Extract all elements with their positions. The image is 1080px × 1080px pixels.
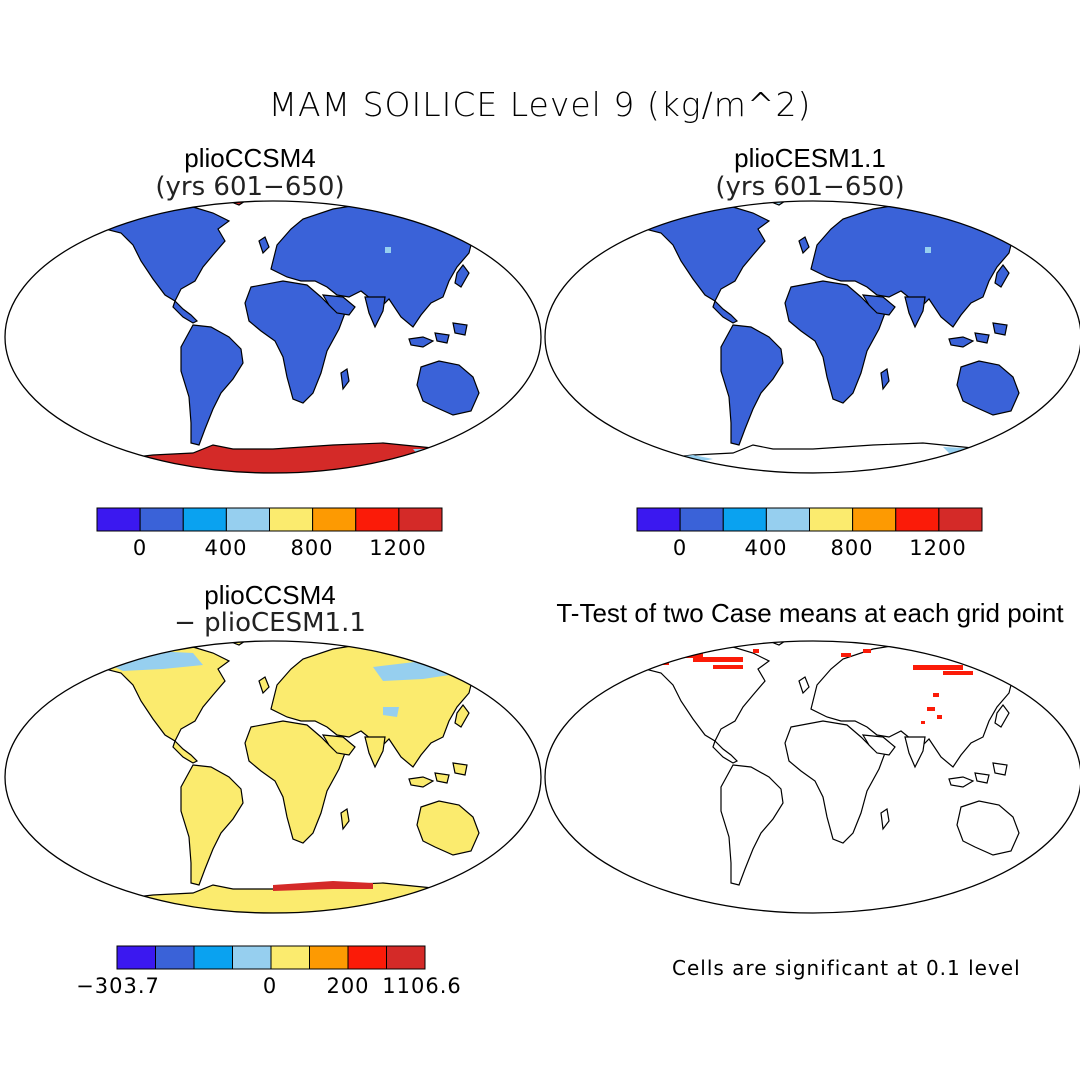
- colorbar-swatch: [852, 507, 897, 532]
- colorbar-label: 1200: [909, 536, 966, 560]
- colorbar-label: 1200: [369, 536, 426, 560]
- colorbar-swatch: [312, 507, 357, 532]
- colorbar-swatch: [182, 507, 227, 532]
- colorbar-panel1: 0 400 800 1200: [96, 507, 443, 560]
- colorbar-label: 200: [326, 974, 369, 998]
- colorbar-label: 0: [673, 536, 687, 560]
- colorbar-label: 0: [263, 974, 277, 998]
- colorbar-label: 400: [744, 536, 787, 560]
- panel2-subtitle: (yrs 601−650): [715, 172, 905, 202]
- colorbar-label: 400: [204, 536, 247, 560]
- colorbar-label: 0: [133, 536, 147, 560]
- panel1-title: plioCCSM4: [184, 143, 316, 173]
- panel3-title: plioCCSM4: [204, 580, 336, 610]
- colorbar-swatch: [270, 945, 310, 970]
- significance-note: Cells are significant at 0.1 level: [672, 956, 1021, 980]
- colorbar-panel2: 0 400 800 1200: [636, 507, 983, 560]
- panel3-subtitle: − plioCESM1.1: [174, 608, 366, 638]
- colorbar-swatch: [636, 507, 681, 532]
- panel1-subtitle: (yrs 601−650): [155, 172, 345, 202]
- colorbar-label: 800: [830, 536, 873, 560]
- colorbar-swatch: [895, 507, 940, 532]
- colorbar-swatch: [269, 507, 314, 532]
- colorbar-swatch: [722, 507, 767, 532]
- colorbar-swatch: [347, 945, 387, 970]
- colorbar-swatch: [139, 507, 184, 532]
- map-panel3: [4, 640, 542, 914]
- colorbar-swatch: [938, 507, 983, 532]
- colorbar-swatch: [116, 945, 156, 970]
- colorbar-swatch: [765, 507, 810, 532]
- panel4-title: T-Test of two Case means at each grid po…: [556, 598, 1064, 628]
- colorbar-swatch: [398, 507, 443, 532]
- colorbar-swatch: [386, 945, 426, 970]
- colorbar-label: −303.7: [76, 974, 160, 998]
- colorbar-swatch: [355, 507, 400, 532]
- colorbar-label: 1106.6: [382, 974, 461, 998]
- colorbar-swatch: [225, 507, 270, 532]
- colorbar-swatch: [155, 945, 195, 970]
- colorbar-swatch: [96, 507, 141, 532]
- colorbar-swatch: [809, 507, 854, 532]
- colorbar-swatch: [309, 945, 349, 970]
- map-panel2: [544, 200, 1080, 474]
- map-panel1: [4, 200, 542, 474]
- colorbar-swatch: [232, 945, 272, 970]
- panel2-title: plioCESM1.1: [734, 143, 886, 173]
- colorbar-swatch: [679, 507, 724, 532]
- colorbar-swatch: [193, 945, 233, 970]
- colorbar-panel3: −303.7 0 200 1106.6: [76, 945, 461, 998]
- figure-title: MAM SOILICE Level 9 (kg/m^2): [268, 85, 812, 124]
- colorbar-label: 800: [290, 536, 333, 560]
- map-panel4: [544, 640, 1080, 914]
